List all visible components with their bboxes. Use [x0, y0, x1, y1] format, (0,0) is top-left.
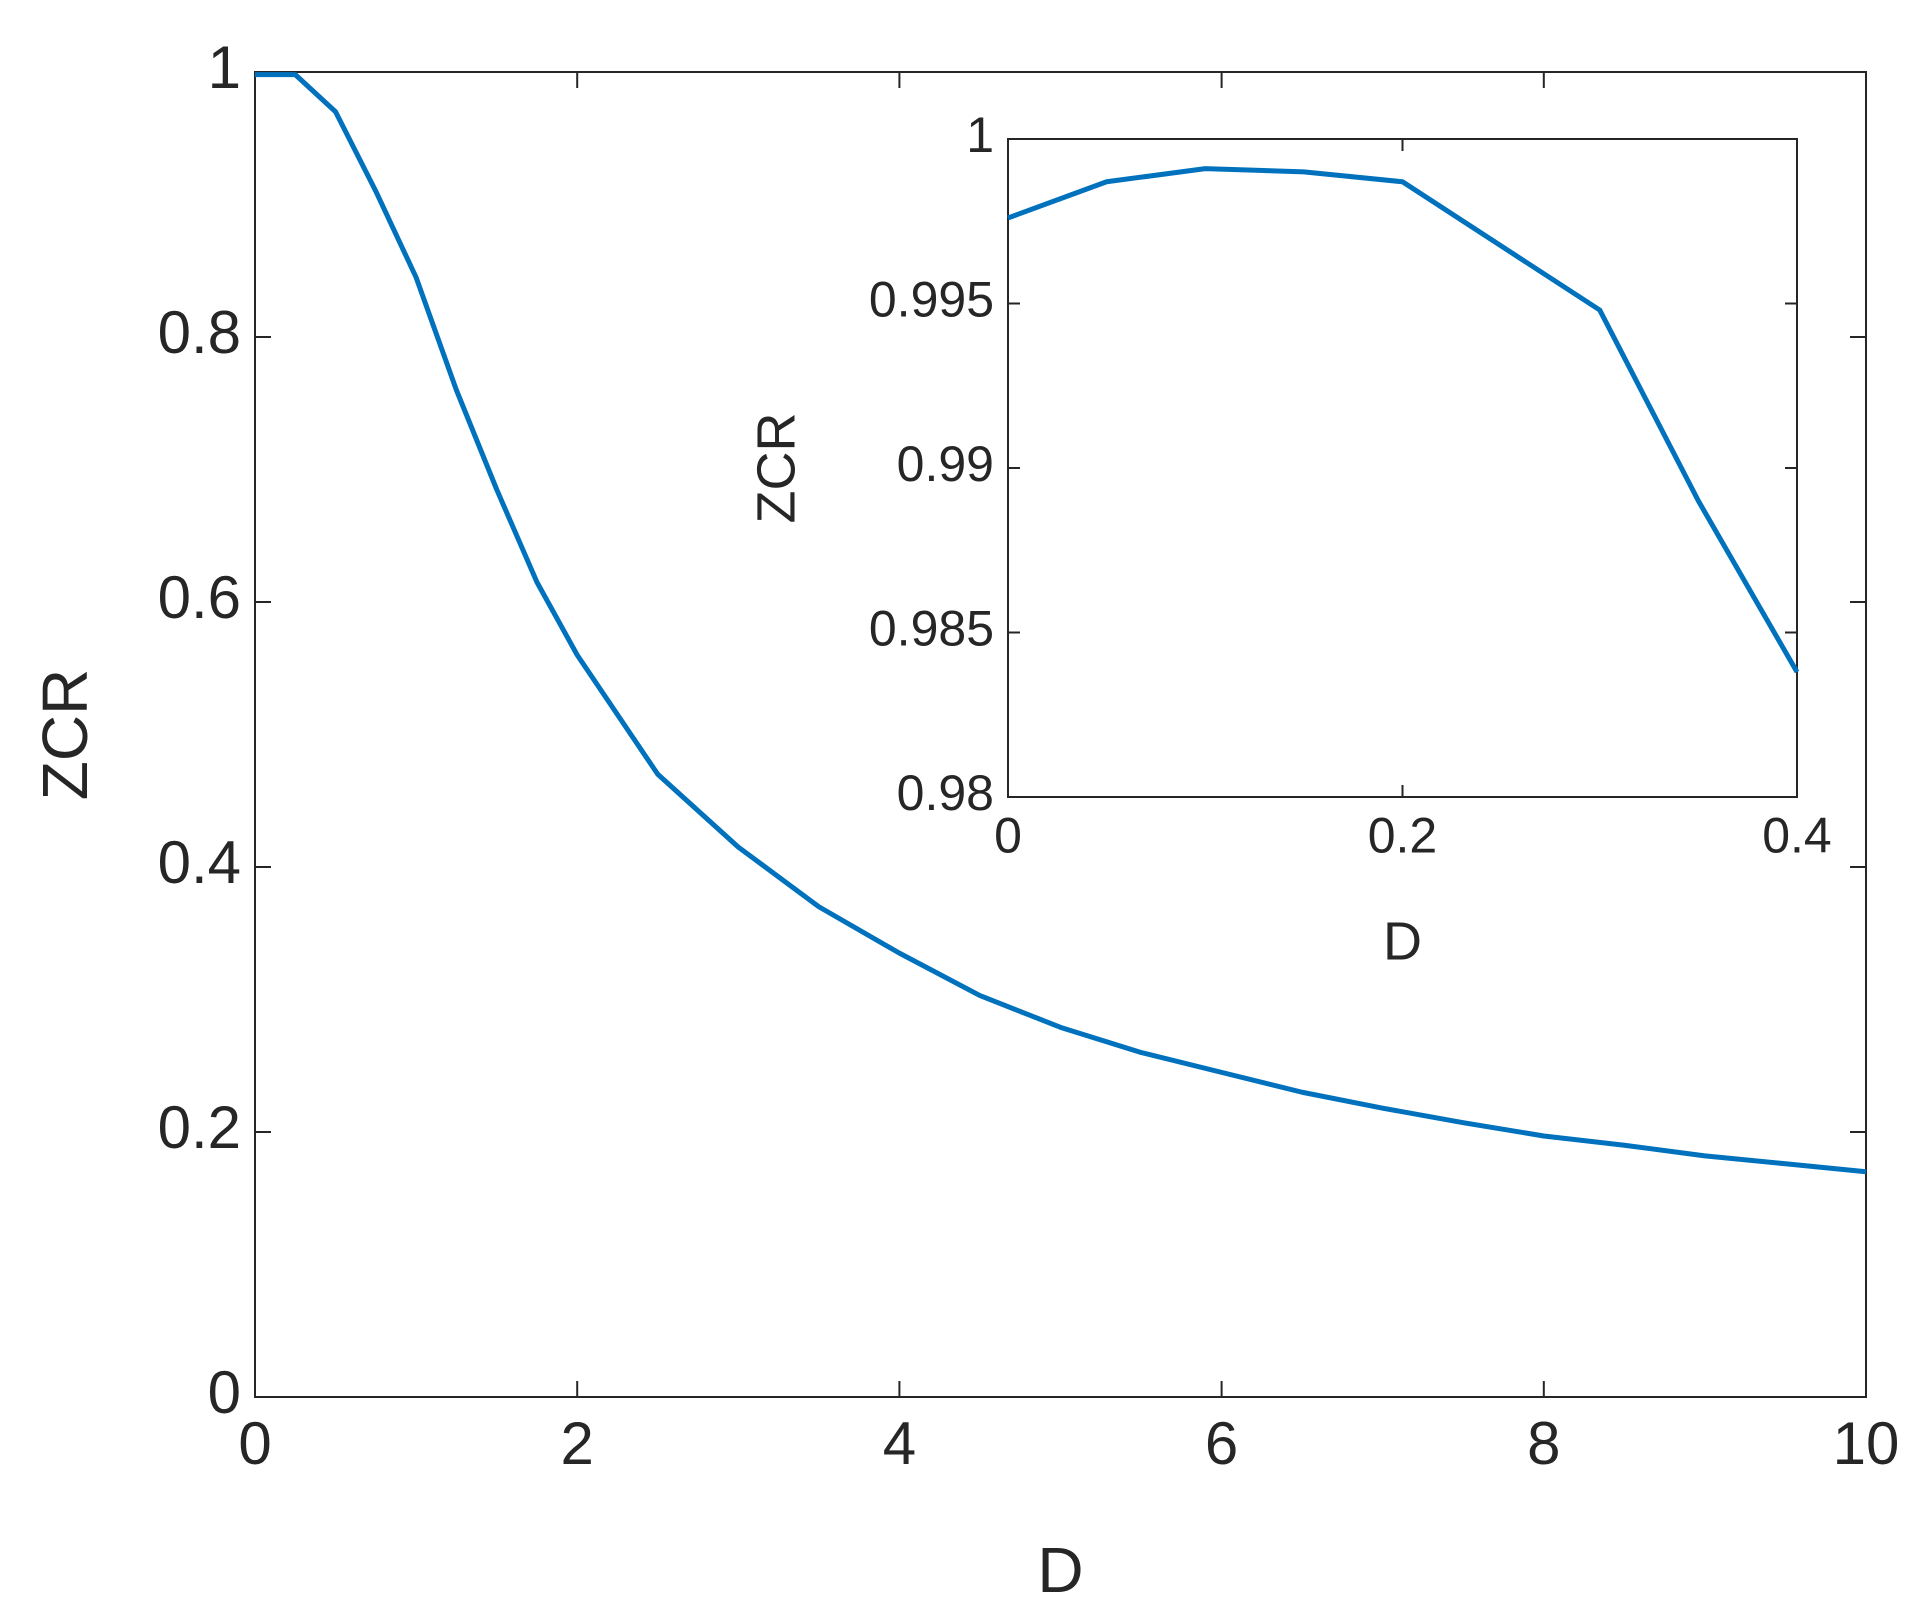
y-tick-label: 0.8	[158, 299, 241, 366]
y-tick-label: 0.995	[869, 272, 994, 328]
x-tick-label: 0	[994, 808, 1022, 864]
y-tick-label: 0.98	[897, 765, 994, 821]
y-axis-label: ZCR	[29, 669, 101, 801]
y-axis-label: ZCR	[746, 413, 806, 524]
data-line	[255, 72, 1867, 1175]
y-tick-label: 0.6	[158, 564, 241, 631]
x-tick-label: 4	[883, 1410, 916, 1477]
x-tick-label: 10	[1833, 1410, 1900, 1477]
x-tick-label: 2	[561, 1410, 594, 1477]
y-tick-label: 1	[966, 107, 994, 163]
x-tick-label: 0	[238, 1410, 271, 1477]
y-tick-label: 0.99	[897, 436, 994, 492]
x-tick-label: 0.2	[1368, 808, 1438, 864]
axes-box	[1007, 138, 1798, 798]
x-axis-label: D	[1383, 911, 1422, 971]
y-tick-label: 0	[208, 1359, 241, 1426]
y-tick-label: 0.985	[869, 601, 994, 657]
y-tick-label: 1	[208, 34, 241, 101]
x-tick-label: 8	[1527, 1410, 1560, 1477]
y-tick-label: 0.2	[158, 1094, 241, 1161]
y-tick-label: 0.4	[158, 829, 241, 896]
x-tick-label: 0.4	[1762, 808, 1832, 864]
x-tick-label: 6	[1205, 1410, 1238, 1477]
x-axis-label: D	[1037, 1534, 1083, 1606]
data-line	[1007, 166, 1800, 674]
